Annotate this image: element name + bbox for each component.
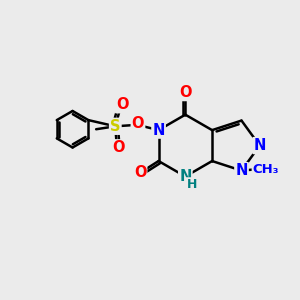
Text: O: O [116, 97, 129, 112]
Text: H: H [187, 178, 197, 191]
Text: S: S [110, 119, 121, 134]
Text: N: N [179, 169, 191, 184]
Text: CH₃: CH₃ [253, 163, 279, 176]
Text: O: O [134, 165, 146, 180]
Text: N: N [152, 123, 165, 138]
Text: O: O [179, 85, 192, 100]
Text: O: O [132, 116, 144, 131]
Text: O: O [112, 140, 125, 155]
Text: N: N [235, 163, 248, 178]
Text: N: N [254, 138, 266, 153]
